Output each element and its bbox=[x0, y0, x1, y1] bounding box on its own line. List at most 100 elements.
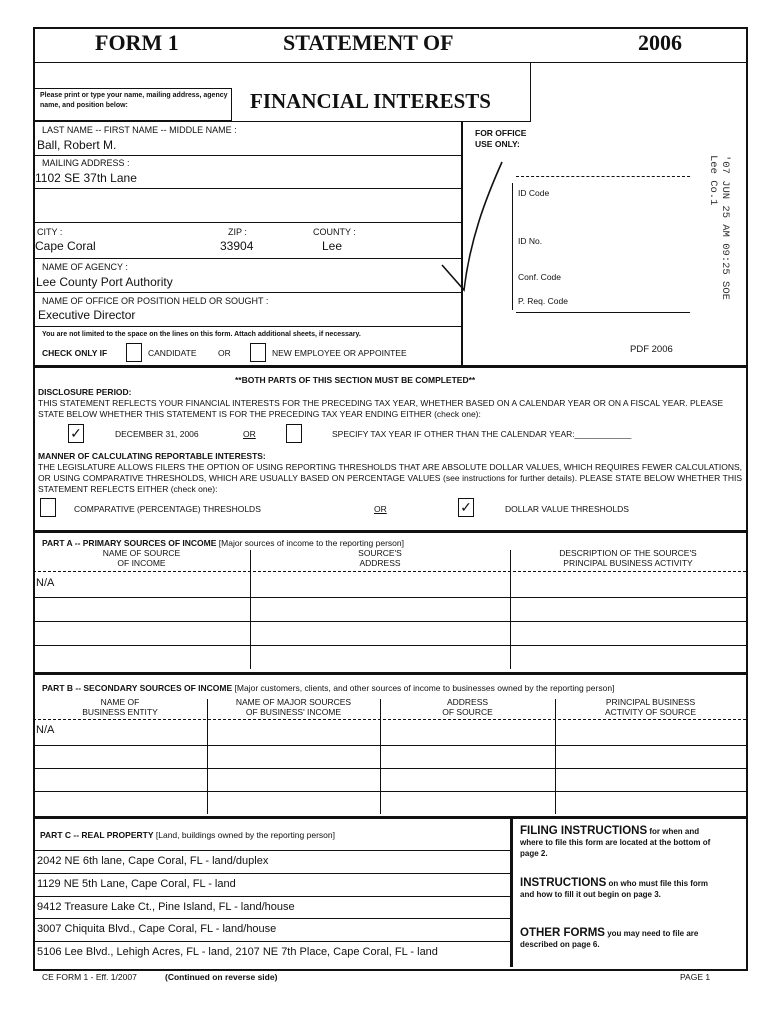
table-cell[interactable] bbox=[210, 719, 377, 742]
page-number: PAGE 1 bbox=[680, 972, 711, 982]
table-cell[interactable] bbox=[210, 768, 377, 791]
row-divider bbox=[33, 791, 746, 792]
comparative-checkbox[interactable] bbox=[40, 498, 56, 517]
column-divider bbox=[207, 699, 208, 814]
office-field[interactable]: Executive Director bbox=[38, 308, 136, 322]
part-a-heading: PART A -- PRIMARY SOURCES OF INCOME [Maj… bbox=[42, 538, 404, 548]
property-entry[interactable]: 9412 Treasure Lake Ct., Pine Island, FL … bbox=[37, 901, 295, 913]
property-entry[interactable]: 2042 NE 6th lane, Cape Coral, FL - land/… bbox=[37, 855, 269, 867]
address-field[interactable]: 1102 SE 37th Lane bbox=[35, 171, 137, 185]
conf-code-label: Conf. Code bbox=[518, 272, 561, 282]
other-forms-note: OTHER FORMS you may need to file are des… bbox=[520, 927, 716, 950]
dec31-checkbox[interactable]: ✓ bbox=[68, 424, 84, 443]
column-divider bbox=[380, 699, 381, 814]
part-b-subtitle: [Major customers, clients, and other sou… bbox=[234, 683, 615, 693]
table-cell[interactable] bbox=[36, 597, 247, 621]
part-c-title: PART C -- REAL PROPERTY bbox=[40, 830, 154, 840]
table-cell[interactable] bbox=[383, 745, 552, 768]
table-cell[interactable] bbox=[383, 719, 552, 742]
zip-field[interactable]: 33904 bbox=[220, 239, 254, 253]
row-divider bbox=[33, 745, 746, 746]
table-cell[interactable] bbox=[36, 621, 247, 645]
p-req-code-label: P. Req. Code bbox=[518, 296, 568, 306]
column-header: ADDRESS OF SOURCE bbox=[442, 697, 493, 717]
dollar-value-label: DOLLAR VALUE THRESHOLDS bbox=[505, 504, 629, 514]
name-label: LAST NAME -- FIRST NAME -- MIDDLE NAME : bbox=[42, 125, 237, 135]
table-cell[interactable] bbox=[513, 571, 743, 595]
filing-instructions-head: FILING INSTRUCTIONS bbox=[520, 825, 648, 837]
candidate-checkbox[interactable] bbox=[126, 343, 142, 362]
both-parts-banner: **BOTH PARTS OF THIS SECTION MUST BE COM… bbox=[235, 375, 476, 385]
disclosure-period-title: DISCLOSURE PERIOD: bbox=[38, 387, 132, 397]
table-cell[interactable] bbox=[558, 791, 743, 814]
part-a-title: PART A -- PRIMARY SOURCES OF INCOME bbox=[42, 538, 217, 548]
row-divider bbox=[33, 597, 746, 598]
table-cell[interactable] bbox=[36, 791, 204, 814]
table-cell[interactable] bbox=[558, 745, 743, 768]
table-cell[interactable] bbox=[513, 645, 743, 669]
table-cell[interactable] bbox=[383, 791, 552, 814]
county-field[interactable]: Lee bbox=[322, 239, 343, 253]
part-b-heading: PART B -- SECONDARY SOURCES OF INCOME [M… bbox=[42, 683, 614, 693]
table-cell[interactable] bbox=[253, 571, 507, 595]
filing-instructions: FILING INSTRUCTIONS for when and where t… bbox=[520, 825, 716, 859]
table-cell[interactable] bbox=[36, 745, 204, 768]
part-b-title: PART B -- SECONDARY SOURCES OF INCOME bbox=[42, 683, 233, 693]
print-instruction: Please print or type your name, mailing … bbox=[40, 92, 228, 109]
dec31-label: DECEMBER 31, 2006 bbox=[115, 429, 199, 439]
city-label: CITY : bbox=[37, 227, 63, 237]
id-code-label: ID Code bbox=[518, 188, 550, 198]
space-note: You are not limited to the space on the … bbox=[42, 331, 361, 338]
property-entry[interactable]: 1129 NE 5th Lane, Cape Coral, FL - land bbox=[37, 878, 236, 890]
table-cell[interactable]: N/A bbox=[36, 577, 55, 589]
table-cell[interactable] bbox=[36, 768, 204, 791]
table-cell[interactable] bbox=[36, 645, 247, 669]
address-line2-field[interactable] bbox=[33, 189, 461, 221]
title-line1: STATEMENT OF bbox=[283, 30, 454, 55]
new-employee-checkbox[interactable] bbox=[250, 343, 266, 362]
office-use-line1: FOR OFFICE bbox=[475, 128, 527, 138]
instruction-box bbox=[33, 88, 232, 121]
instructions-head: INSTRUCTIONS bbox=[520, 877, 607, 889]
form-id: CE FORM 1 - Eff. 1/2007 bbox=[42, 972, 137, 982]
other-forms-head: OTHER FORMS bbox=[520, 927, 605, 939]
table-cell[interactable] bbox=[558, 719, 743, 742]
table-cell[interactable] bbox=[558, 768, 743, 791]
manner-title: MANNER OF CALCULATING REPORTABLE INTERES… bbox=[38, 451, 266, 461]
part-c-subtitle: [Land, buildings owned by the reporting … bbox=[155, 830, 335, 840]
table-cell[interactable] bbox=[383, 768, 552, 791]
county-label: COUNTY : bbox=[313, 227, 356, 237]
received-stamp: '07 JUN 25 AM 09:25 SOE Lee Co.1 bbox=[707, 155, 731, 300]
agency-label: NAME OF AGENCY : bbox=[42, 262, 128, 272]
or-label: OR bbox=[218, 348, 231, 358]
row-divider bbox=[33, 873, 510, 874]
office-label: NAME OF OFFICE OR POSITION HELD OR SOUGH… bbox=[42, 296, 269, 306]
table-cell[interactable] bbox=[253, 597, 507, 621]
property-entry[interactable]: 3007 Chiquita Blvd., Cape Coral, FL - la… bbox=[37, 923, 277, 935]
comparative-label: COMPARATIVE (PERCENTAGE) THRESHOLDS bbox=[74, 504, 261, 514]
column-divider bbox=[555, 699, 556, 814]
title-line2: FINANCIAL INTERESTS bbox=[250, 89, 491, 113]
city-field[interactable]: Cape Coral bbox=[35, 239, 96, 253]
specify-year-label: SPECIFY TAX YEAR IF OTHER THAN THE CALEN… bbox=[332, 429, 632, 439]
row-divider bbox=[33, 918, 510, 919]
row-divider bbox=[33, 571, 746, 572]
name-field[interactable]: Ball, Robert M. bbox=[37, 138, 117, 152]
table-cell[interactable] bbox=[253, 645, 507, 669]
table-cell[interactable] bbox=[513, 597, 743, 621]
table-cell[interactable]: N/A bbox=[36, 724, 55, 736]
specify-year-checkbox[interactable] bbox=[286, 424, 302, 443]
dollar-value-checkbox[interactable]: ✓ bbox=[458, 498, 474, 517]
column-header: SOURCE'S ADDRESS bbox=[358, 548, 402, 568]
property-entry[interactable]: 5106 Lee Blvd., Lehigh Acres, FL - land,… bbox=[37, 946, 438, 958]
continued-note: (Continued on reverse side) bbox=[165, 972, 278, 982]
table-cell[interactable] bbox=[253, 621, 507, 645]
table-cell[interactable] bbox=[210, 791, 377, 814]
table-cell[interactable] bbox=[210, 745, 377, 768]
instructions-text: on who must file this form and how to fi… bbox=[520, 879, 709, 899]
handwritten-checkmark bbox=[441, 161, 503, 292]
agency-field[interactable]: Lee County Port Authority bbox=[36, 275, 173, 289]
table-cell[interactable] bbox=[513, 621, 743, 645]
office-use-line2: USE ONLY: bbox=[475, 139, 520, 149]
row-divider bbox=[33, 719, 746, 720]
